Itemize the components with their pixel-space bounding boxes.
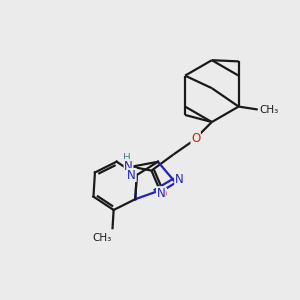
Text: N: N	[175, 173, 184, 186]
Text: N: N	[124, 160, 133, 173]
Text: H: H	[123, 153, 131, 163]
Text: O: O	[157, 188, 167, 201]
Text: O: O	[191, 132, 200, 145]
Text: CH₃: CH₃	[260, 104, 279, 115]
Text: N: N	[157, 187, 165, 200]
Text: N: N	[128, 169, 136, 182]
Text: CH₃: CH₃	[93, 232, 112, 243]
